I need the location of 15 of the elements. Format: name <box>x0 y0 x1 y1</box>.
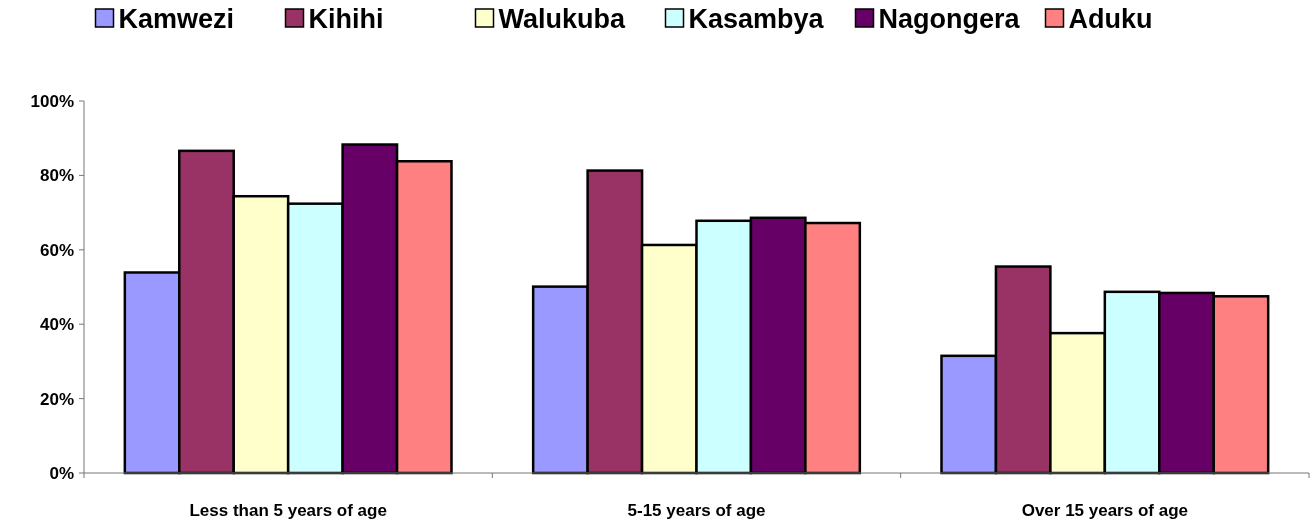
y-tick-label: 40% <box>39 315 74 335</box>
y-tick-label: 60% <box>39 240 74 260</box>
x-tick-label: 5-15 years of age <box>627 501 766 520</box>
legend-label: Kihihi <box>308 3 384 34</box>
y-tick-label: 20% <box>39 389 74 409</box>
legend-label: Aduku <box>1068 3 1153 34</box>
legend-label: Kasambya <box>688 3 825 34</box>
legend-label: Kamwezi <box>118 3 235 34</box>
y-tick-label: 100% <box>30 91 74 111</box>
x-tick-label: Over 15 years of age <box>1021 501 1188 520</box>
x-tick-label: Less than 5 years of age <box>189 501 387 520</box>
y-tick-label: 0% <box>49 463 74 483</box>
legend-label: Nagongera <box>878 3 1021 34</box>
legend-label: Walukuba <box>498 3 626 34</box>
y-tick-label: 80% <box>39 166 74 186</box>
